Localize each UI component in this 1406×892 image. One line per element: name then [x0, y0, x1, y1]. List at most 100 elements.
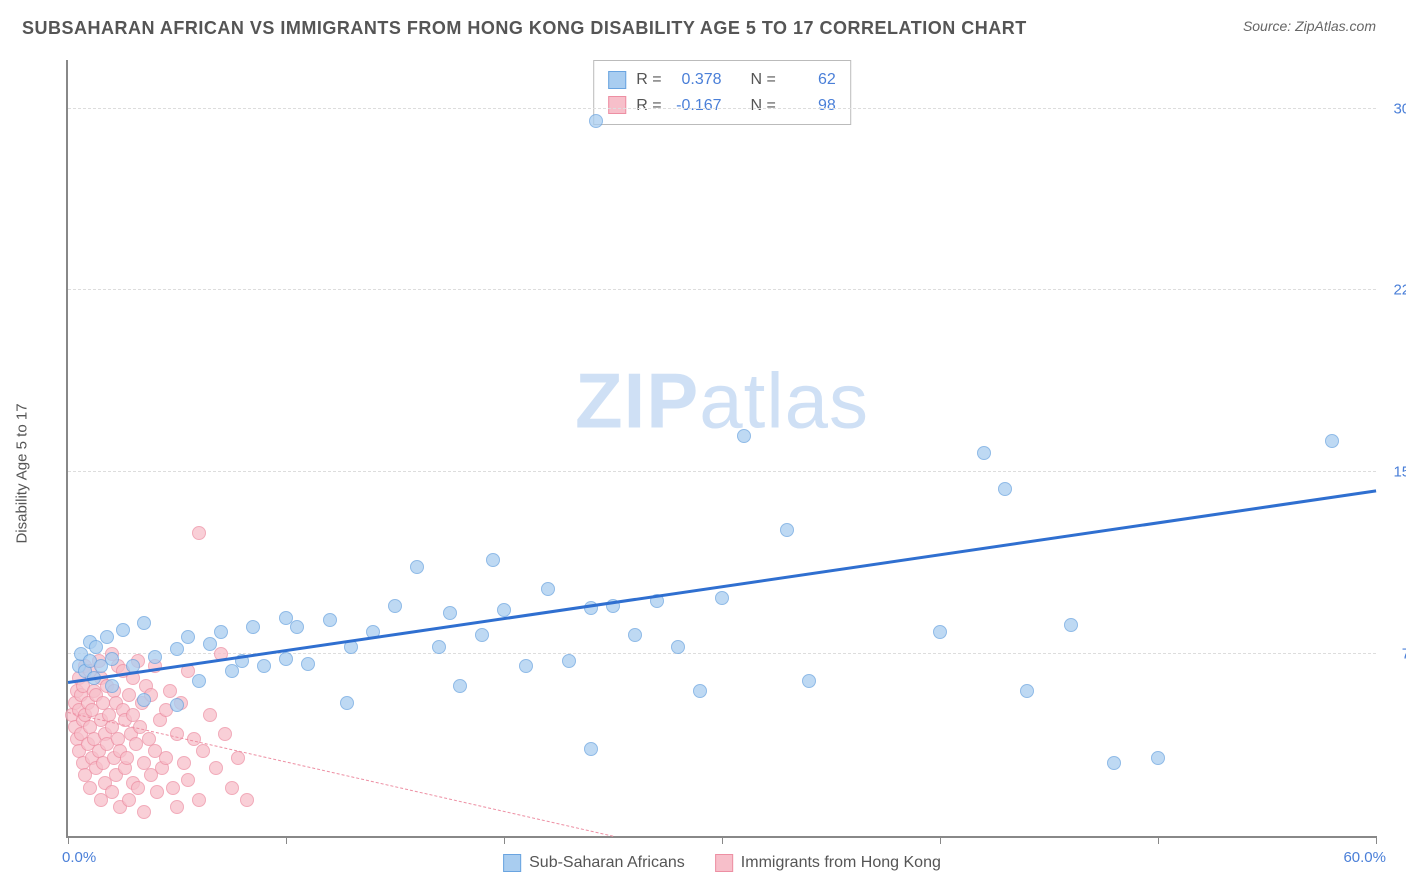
data-point [240, 793, 254, 807]
data-point [1151, 751, 1165, 765]
data-point [203, 637, 217, 651]
x-tick [286, 836, 287, 844]
data-point [225, 781, 239, 795]
gridline [68, 471, 1376, 472]
data-point [105, 785, 119, 799]
data-point [192, 793, 206, 807]
data-point [209, 761, 223, 775]
data-point [170, 698, 184, 712]
data-point [137, 693, 151, 707]
data-point [159, 751, 173, 765]
data-point [1107, 756, 1121, 770]
n-value-series2: 98 [786, 93, 836, 119]
data-point [301, 657, 315, 671]
legend-label-series1: Sub-Saharan Africans [529, 854, 685, 872]
x-axis-min-label: 0.0% [62, 849, 96, 866]
legend-item-series2: Immigrants from Hong Kong [715, 854, 941, 872]
x-tick [1158, 836, 1159, 844]
correlation-stats-box: R = 0.378 N = 62 R = -0.167 N = 98 [593, 60, 851, 125]
r-label: R = [636, 93, 661, 119]
data-point [279, 652, 293, 666]
n-value-series1: 62 [786, 67, 836, 93]
source-value: ZipAtlas.com [1295, 18, 1376, 34]
source-label: Source: [1243, 18, 1291, 34]
data-point [340, 696, 354, 710]
data-point [246, 620, 260, 634]
x-axis-max-label: 60.0% [1343, 849, 1386, 866]
data-point [231, 751, 245, 765]
y-axis-label: Disability Age 5 to 17 [14, 403, 31, 543]
x-tick [68, 836, 69, 844]
data-point [192, 526, 206, 540]
data-point [203, 708, 217, 722]
data-point [290, 620, 304, 634]
data-point [486, 553, 500, 567]
data-point [802, 674, 816, 688]
data-point [122, 793, 136, 807]
data-point [196, 744, 210, 758]
data-point [150, 785, 164, 799]
data-point [163, 684, 177, 698]
stats-row-series1: R = 0.378 N = 62 [608, 67, 836, 93]
x-tick [1376, 836, 1377, 844]
stats-row-series2: R = -0.167 N = 98 [608, 93, 836, 119]
data-point [410, 560, 424, 574]
data-point [177, 756, 191, 770]
data-point [1020, 684, 1034, 698]
data-point [562, 654, 576, 668]
data-point [137, 616, 151, 630]
data-point [715, 591, 729, 605]
legend-label-series2: Immigrants from Hong Kong [741, 854, 941, 872]
swatch-series2 [608, 96, 626, 114]
data-point [181, 773, 195, 787]
data-point [100, 630, 114, 644]
legend-swatch-series2 [715, 854, 733, 872]
data-point [323, 613, 337, 627]
data-point [218, 727, 232, 741]
data-point [388, 599, 402, 613]
data-point [257, 659, 271, 673]
data-point [181, 630, 195, 644]
data-point [977, 446, 991, 460]
legend-swatch-series1 [503, 854, 521, 872]
data-point [933, 625, 947, 639]
data-point [443, 606, 457, 620]
chart-title: SUBSAHARAN AFRICAN VS IMMIGRANTS FROM HO… [22, 18, 1027, 39]
data-point [116, 623, 130, 637]
data-point [628, 628, 642, 642]
data-point [998, 482, 1012, 496]
data-point [541, 582, 555, 596]
y-tick-label: 22.5% [1393, 282, 1406, 299]
data-point [1064, 618, 1078, 632]
data-point [214, 625, 228, 639]
data-point [170, 800, 184, 814]
source-attribution: Source: ZipAtlas.com [1243, 18, 1376, 34]
data-point [131, 781, 145, 795]
n-label: N = [750, 93, 775, 119]
y-tick-label: 15.0% [1393, 464, 1406, 481]
gridline [68, 289, 1376, 290]
legend: Sub-Saharan Africans Immigrants from Hon… [503, 854, 941, 872]
data-point [432, 640, 446, 654]
plot-area: ZIPatlas R = 0.378 N = 62 R = -0.167 N =… [66, 60, 1376, 838]
data-point [737, 429, 751, 443]
data-point [137, 805, 151, 819]
x-tick [722, 836, 723, 844]
swatch-series1 [608, 71, 626, 89]
data-point [1325, 434, 1339, 448]
data-point [780, 523, 794, 537]
trendline [68, 489, 1376, 683]
gridline [68, 108, 1376, 109]
x-tick [504, 836, 505, 844]
data-point [693, 684, 707, 698]
legend-item-series1: Sub-Saharan Africans [503, 854, 685, 872]
data-point [129, 737, 143, 751]
data-point [170, 642, 184, 656]
chart-container: Disability Age 5 to 17 ZIPatlas R = 0.37… [22, 50, 1386, 880]
r-label: R = [636, 67, 661, 93]
data-point [148, 650, 162, 664]
r-value-series1: 0.378 [672, 67, 722, 93]
chart-header: SUBSAHARAN AFRICAN VS IMMIGRANTS FROM HO… [0, 0, 1406, 49]
data-point [166, 781, 180, 795]
data-point [475, 628, 489, 642]
